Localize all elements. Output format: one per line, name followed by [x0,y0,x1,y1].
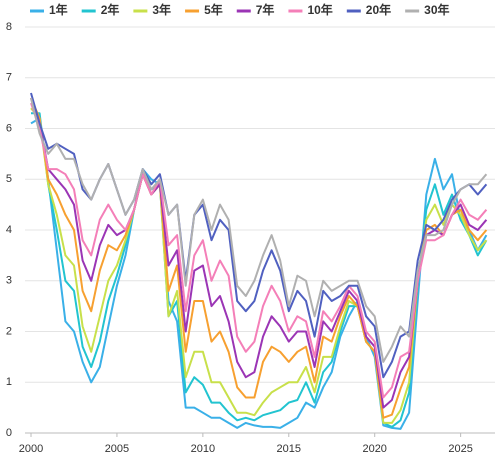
x-tick-label: 2000 [19,443,43,455]
series-line [30,97,488,363]
x-tick-label: 2005 [105,443,129,455]
legend-label: 30年 [424,2,449,17]
x-tick-label: 2020 [362,443,386,455]
y-tick-label: 5 [6,173,12,185]
legend-label: 3年 [152,2,171,17]
y-tick-label: 8 [6,21,12,33]
series-line [30,117,488,430]
legend-label: 10年 [307,2,332,17]
y-tick-label: 2 [6,325,12,337]
x-tick-label: 2010 [191,443,215,455]
legend-label: 20年 [366,2,391,17]
legend-label: 5年 [204,2,223,17]
y-tick-label: 7 [6,72,12,84]
series-line [30,92,488,379]
legend-label: 7年 [256,2,275,17]
y-tick-label: 6 [6,122,12,134]
y-tick-label: 1 [6,376,12,388]
series-line [30,102,488,399]
x-tick-label: 2025 [448,443,472,455]
legend-label: 1年 [49,2,68,17]
x-tick-label: 2015 [277,443,301,455]
series-line [30,107,488,424]
y-tick-label: 4 [6,224,12,236]
y-tick-label: 0 [6,427,12,439]
y-tick-label: 3 [6,275,12,287]
legend-label: 2年 [101,2,120,17]
series-line [30,97,488,409]
